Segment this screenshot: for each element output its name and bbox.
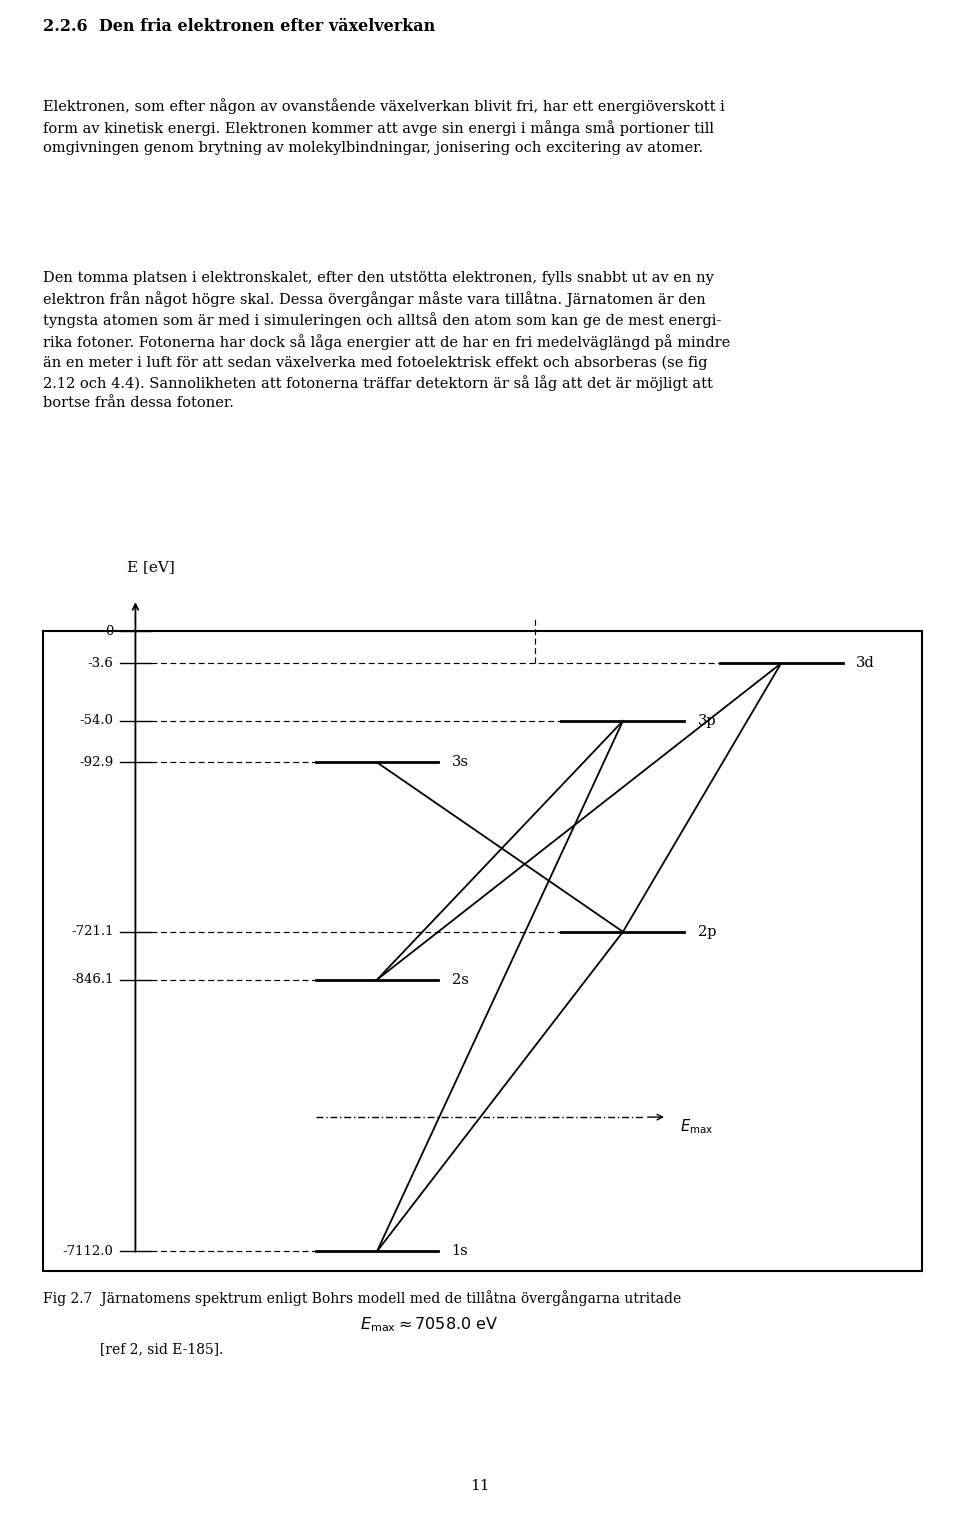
Text: Den tomma platsen i elektronskalet, efter den utstötta elektronen, fylls snabbt : Den tomma platsen i elektronskalet, efte… (43, 271, 731, 410)
Text: -846.1: -846.1 (71, 973, 113, 986)
Text: $E_{\mathrm{max}} \approx 7058.0\ \mathrm{eV}$: $E_{\mathrm{max}} \approx 7058.0\ \mathr… (360, 1315, 499, 1334)
Text: -54.0: -54.0 (80, 715, 113, 727)
Text: $E_{\mathrm{max}}$: $E_{\mathrm{max}}$ (680, 1118, 713, 1137)
Text: -3.6: -3.6 (87, 658, 113, 670)
Text: [ref 2, sid E-185].: [ref 2, sid E-185]. (43, 1341, 224, 1355)
Text: 3s: 3s (451, 756, 468, 770)
Text: E [eV]: E [eV] (127, 561, 175, 574)
Text: 2s: 2s (451, 973, 468, 987)
Text: 3d: 3d (855, 656, 875, 670)
Text: Elektronen, som efter någon av ovanstående växelverkan blivit fri, har ett energ: Elektronen, som efter någon av ovanståen… (43, 99, 725, 156)
Text: 2p: 2p (698, 926, 716, 939)
Text: 1s: 1s (451, 1244, 468, 1258)
Text: 11: 11 (470, 1478, 490, 1494)
Text: -92.9: -92.9 (80, 756, 113, 768)
Text: -721.1: -721.1 (71, 926, 113, 938)
Text: 3p: 3p (698, 715, 716, 728)
Text: Fig 2.7  Järnatomens spektrum enligt Bohrs modell med de tillåtna övergångarna u: Fig 2.7 Järnatomens spektrum enligt Bohr… (43, 1291, 682, 1306)
Text: 2.2.6  Den fria elektronen efter växelverkan: 2.2.6 Den fria elektronen efter växelver… (43, 18, 436, 35)
Text: 0: 0 (105, 625, 113, 638)
Text: -7112.0: -7112.0 (62, 1244, 113, 1258)
